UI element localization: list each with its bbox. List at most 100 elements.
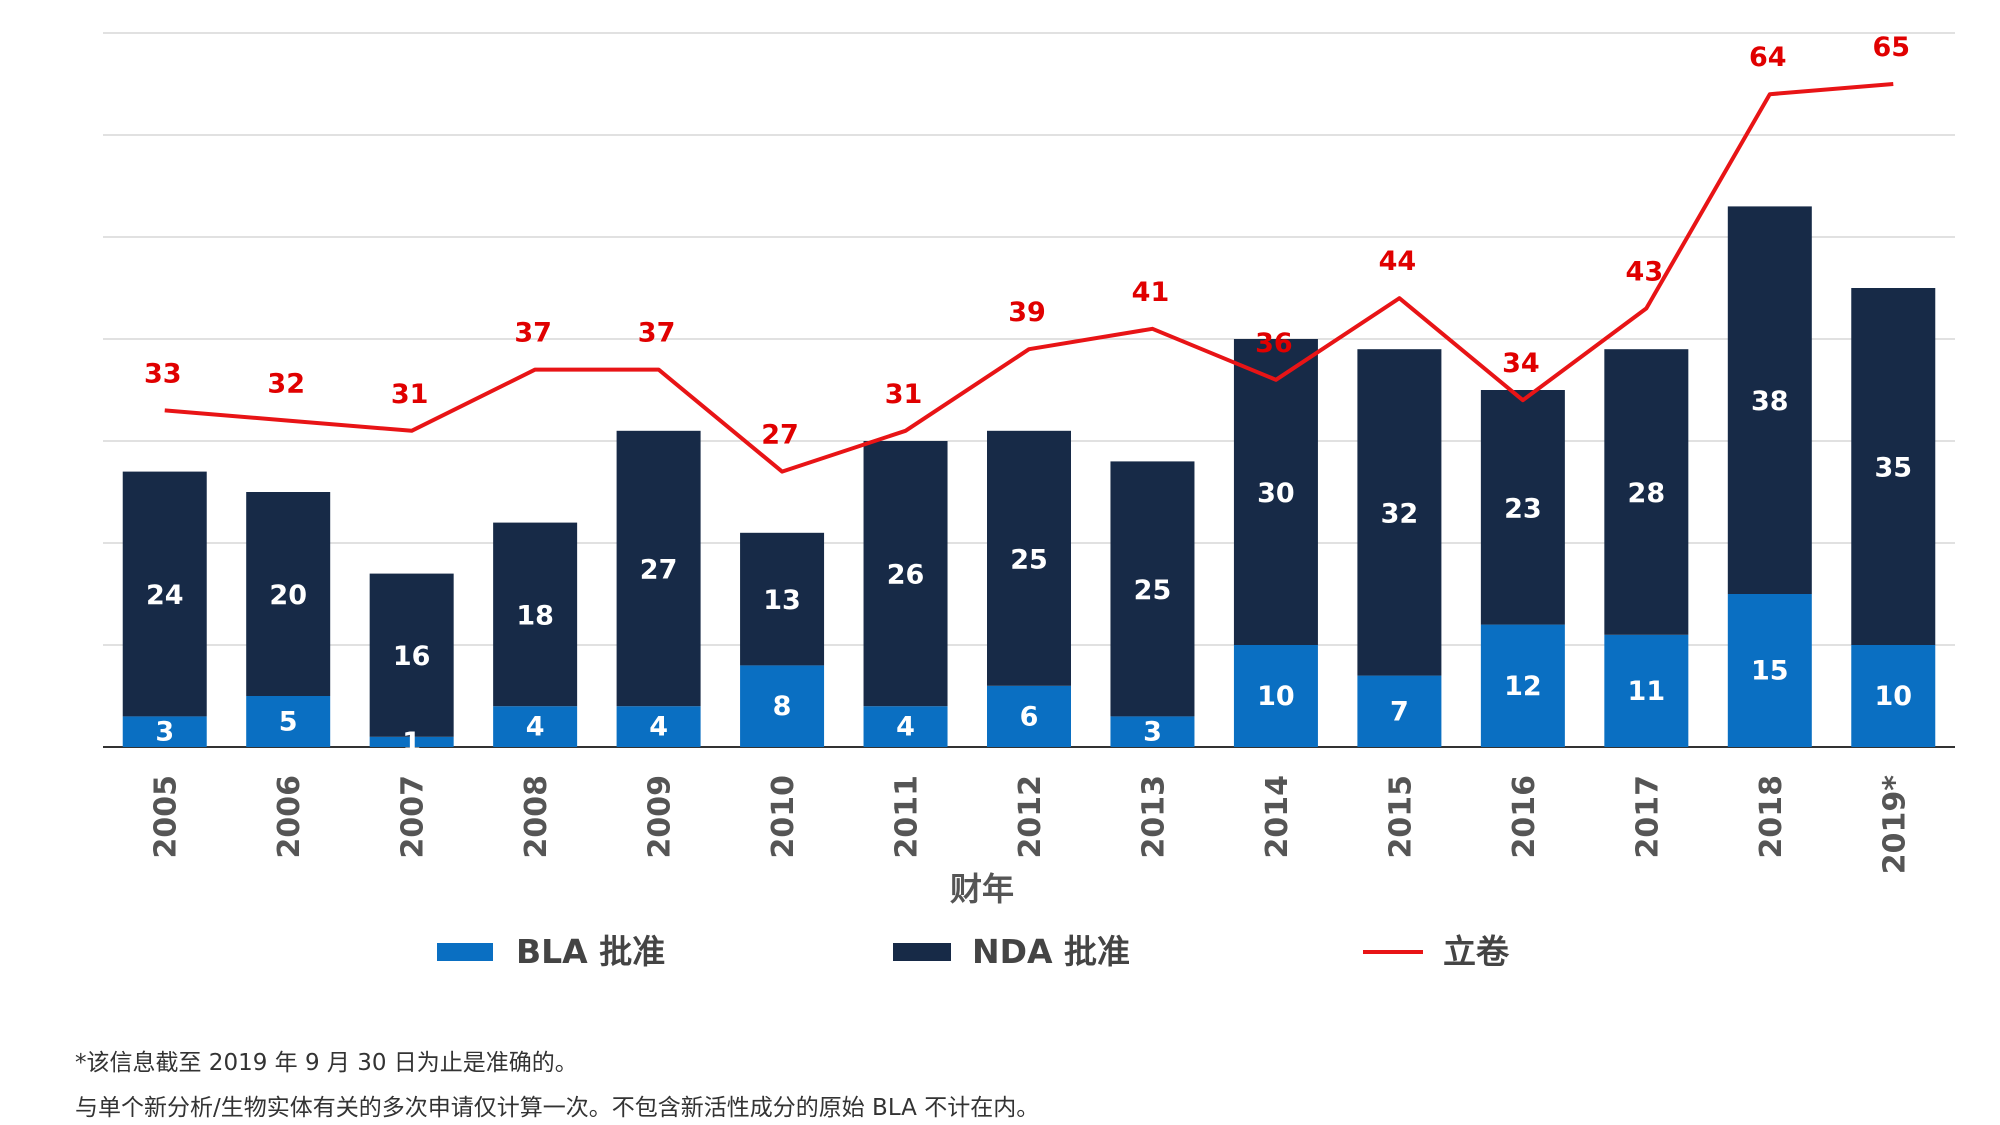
bar-bla: [863, 706, 948, 747]
bar-label-bla: 4: [649, 712, 668, 743]
legend-label-bla: BLA 批准: [516, 932, 665, 971]
bar-label-bla: 15: [1751, 656, 1789, 687]
bar-label-nda: 16: [393, 641, 431, 672]
legend-swatch-nda: [893, 943, 951, 961]
bar-label-nda: 30: [1257, 478, 1295, 509]
bar-nda: [1727, 206, 1812, 594]
line-label-filing: 32: [267, 369, 305, 400]
line-label-filing: 31: [391, 379, 429, 410]
bar-nda: [1851, 288, 1936, 645]
line-label-filing: 43: [1626, 256, 1664, 287]
x-tick-label: 2011: [890, 775, 925, 859]
bar-bla: [987, 685, 1071, 747]
bar-bla: [1357, 675, 1442, 747]
legend: BLA 批准 NDA 批准 立卷: [437, 932, 1510, 971]
x-tick-labels: 2005 2006 2007 2008 2009 2010 2011 2012 2013 2014…: [149, 775, 1913, 874]
bar-label-nda: 28: [1628, 478, 1666, 509]
footnote-date: *该信息截至 2019 年 9 月 30 日为止是准确的。: [75, 1050, 578, 1076]
bar-nda: [1110, 461, 1195, 717]
bar-nda: [616, 430, 701, 707]
x-tick-label: 2013: [1136, 775, 1171, 859]
bar-label-nda: 27: [640, 555, 678, 586]
bar-label-nda: 26: [887, 560, 925, 591]
x-tick-label: 2018: [1754, 775, 1789, 859]
x-tick-label: 2008: [519, 775, 554, 859]
x-tick-label: 2015: [1383, 775, 1418, 859]
bar-label-nda: 18: [516, 600, 554, 631]
bar-label-nda: 25: [1010, 544, 1048, 575]
bar-label-bla: 4: [896, 712, 915, 743]
bar-label-bla: 3: [155, 717, 174, 748]
bar-nda: [369, 573, 454, 737]
x-tick-label: 2017: [1630, 775, 1665, 859]
bar-label-nda: 20: [269, 580, 307, 611]
bar-label-bla: 5: [279, 707, 298, 738]
bar-label-bla: 12: [1504, 671, 1542, 702]
line-label-filing: 65: [1872, 32, 1910, 63]
bar-label-nda: 23: [1504, 493, 1542, 524]
bar-label-nda: 24: [146, 580, 184, 611]
bar-nda: [1233, 339, 1318, 645]
filing-line: [164, 82, 1894, 474]
x-tick-label: 2006: [272, 775, 307, 859]
bar-label-bla: 1: [402, 727, 421, 758]
bar-bla: [1480, 624, 1565, 747]
bar-label-nda: 38: [1751, 386, 1789, 417]
bar-label-bla: 10: [1874, 681, 1912, 712]
bar-nda: [863, 441, 948, 707]
bar-nda: [1480, 390, 1565, 625]
bar-label-nda: 25: [1134, 575, 1172, 606]
bar-label-bla: 10: [1257, 681, 1295, 712]
x-tick-label: 2019*: [1877, 775, 1912, 874]
line-label-filing: 27: [761, 420, 799, 451]
line-label-filing: 37: [514, 318, 552, 349]
bar-bla: [616, 706, 701, 747]
bar-bla: [1727, 594, 1812, 747]
bar-nda: [246, 492, 331, 696]
bar-label-bla: 11: [1628, 676, 1666, 707]
footnote-counting: 与单个新分析/生物实体有关的多次申请仅计算一次。不包含新活性成分的原始 BLA …: [75, 1095, 1040, 1121]
bar-nda: [122, 471, 207, 717]
bar-bla: [1233, 645, 1318, 747]
line-label-filing: 39: [1008, 297, 1046, 328]
x-tick-label: 2007: [396, 775, 431, 859]
bar-nda: [1357, 349, 1442, 676]
bar-nda: [740, 532, 825, 666]
bar-nda: [1604, 349, 1689, 635]
bar-bla: [493, 706, 578, 747]
data-labels: 3245201164184278134266253251030732122311…: [144, 32, 1912, 758]
bar-nda: [987, 430, 1071, 686]
line-label-filing: 37: [638, 318, 676, 349]
bar-label-bla: 3: [1143, 717, 1162, 748]
bar-bla: [369, 736, 454, 747]
bar-label-bla: 8: [773, 691, 792, 722]
line-label-filing: 31: [885, 379, 923, 410]
x-tick-label: 2014: [1260, 775, 1295, 859]
chart: 3245201164184278134266253251030732122311…: [103, 32, 1955, 971]
legend-swatch-bla: [437, 943, 493, 961]
bar-bla: [740, 665, 825, 747]
x-tick-label: 2012: [1013, 775, 1048, 859]
bar-label-nda: 35: [1874, 453, 1912, 484]
bar-label-nda: 32: [1381, 498, 1419, 529]
bars: [122, 206, 1936, 747]
line-label-filing: 36: [1255, 328, 1293, 359]
legend-label-filing: 立卷: [1443, 932, 1510, 971]
x-tick-label: 2016: [1507, 775, 1542, 859]
x-tick-label: 2010: [766, 775, 801, 859]
bar-bla: [246, 696, 331, 747]
filing-line-path: [164, 82, 1894, 474]
x-tick-label: 2009: [643, 775, 678, 859]
bar-bla: [122, 716, 207, 747]
x-axis-label: 财年: [950, 870, 1014, 908]
line-label-filing: 41: [1132, 277, 1170, 308]
legend-label-nda: NDA 批准: [972, 932, 1130, 971]
x-tick-label: 2005: [149, 775, 184, 859]
bar-label-nda: 13: [763, 585, 801, 616]
bar-label-bla: 6: [1020, 701, 1039, 732]
line-label-filing: 33: [144, 358, 182, 389]
bar-bla: [1110, 716, 1195, 747]
bar-bla: [1851, 645, 1936, 747]
bar-label-bla: 4: [526, 712, 545, 743]
bar-bla: [1604, 634, 1689, 747]
